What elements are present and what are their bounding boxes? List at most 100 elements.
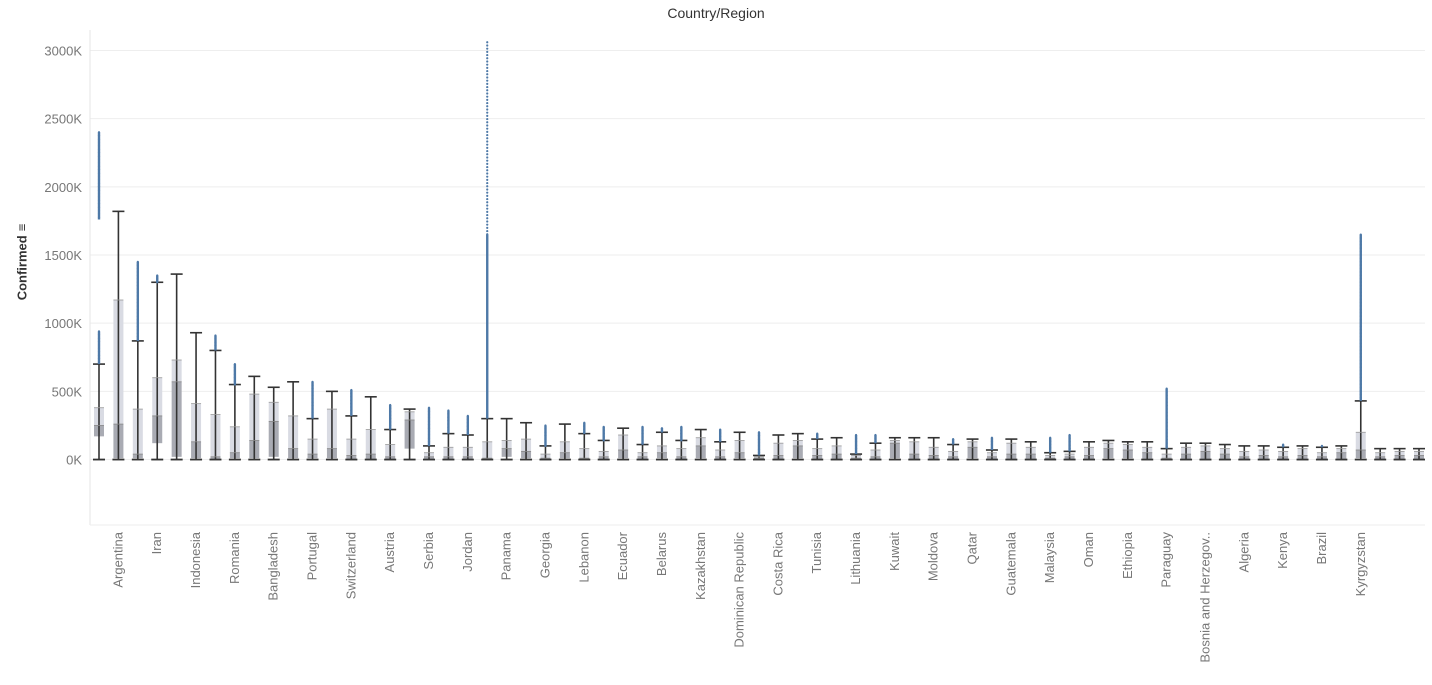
box-group	[850, 433, 863, 461]
outlier-point	[97, 350, 101, 353]
outlier-point	[757, 434, 761, 437]
outlier-point	[1049, 443, 1052, 446]
outlier-point	[136, 291, 139, 294]
outlier-point	[1165, 397, 1168, 400]
outlier-point	[486, 124, 489, 127]
box-group	[1218, 443, 1231, 461]
box-group	[753, 431, 765, 461]
box-group	[1393, 447, 1406, 461]
outlier-point	[136, 332, 139, 335]
outlier-point	[427, 437, 431, 440]
outlier-point	[602, 435, 605, 439]
outlier-point	[97, 148, 101, 151]
outlier-point	[447, 412, 450, 415]
outlier-point	[97, 205, 101, 209]
outlier-point	[1165, 428, 1168, 431]
outlier-point	[427, 416, 431, 420]
outlier-point	[486, 114, 489, 117]
outlier-point	[447, 426, 450, 429]
box-group	[384, 403, 397, 461]
box-group	[558, 423, 571, 461]
box-group	[228, 362, 241, 461]
box-group	[442, 409, 455, 461]
outlier-point	[136, 338, 139, 342]
outlier-point	[641, 439, 644, 442]
outlier-point	[486, 156, 489, 159]
outlier-point	[233, 376, 236, 379]
x-axis: Argentina Iran Indonesia Romania Bangladesh P…	[90, 524, 1425, 663]
outlier-point	[486, 85, 489, 89]
outlier-point	[97, 154, 101, 158]
outlier-point	[602, 439, 605, 442]
outlier-point	[97, 357, 101, 360]
box-group	[947, 437, 960, 461]
outlier-point	[719, 431, 722, 435]
outlier-point	[486, 101, 489, 105]
outlier-point	[97, 131, 101, 134]
box-group	[908, 436, 921, 461]
outlier-point	[486, 201, 489, 204]
box-group	[481, 41, 494, 461]
outlier-point	[486, 82, 489, 85]
outlier-point	[1165, 418, 1168, 421]
outlier-point	[350, 409, 353, 412]
outlier-point	[136, 277, 139, 280]
box-group	[636, 425, 649, 461]
outlier-point	[97, 216, 101, 219]
box-group	[93, 131, 105, 461]
outlier-point	[874, 437, 877, 440]
outlier-point	[311, 407, 314, 411]
outlier-point	[97, 185, 101, 188]
outlier-point	[486, 47, 489, 50]
box-group	[1238, 445, 1251, 461]
outlier-point	[486, 98, 489, 101]
outlier-point	[602, 425, 605, 428]
y-tick-label: 0K	[66, 453, 82, 468]
x-tick-label: Jordan	[460, 532, 475, 572]
outlier-point	[757, 441, 761, 444]
outlier-point	[1359, 366, 1362, 369]
box-group	[306, 380, 319, 461]
outlier-point	[136, 274, 139, 277]
outlier-point	[486, 194, 489, 197]
outlier-point	[1165, 401, 1168, 404]
outlier-point	[311, 404, 314, 407]
box-group	[1257, 445, 1270, 461]
outlier-point	[1165, 404, 1168, 407]
outlier-point	[583, 428, 586, 431]
outlier-point	[486, 213, 489, 217]
box-group	[112, 210, 125, 461]
x-tick-label: Serbia	[421, 531, 436, 569]
outlier-point	[486, 185, 489, 188]
outlier-point	[1359, 298, 1362, 301]
outlier-point	[97, 333, 101, 336]
outlier-point	[350, 395, 353, 398]
box-group	[131, 260, 144, 461]
outlier-point	[990, 446, 994, 450]
outlier-point	[97, 340, 101, 343]
outlier-point	[389, 424, 392, 427]
outlier-point	[1049, 446, 1052, 450]
outlier-point	[486, 95, 489, 98]
outlier-point	[311, 414, 314, 417]
outlier-point	[97, 347, 101, 350]
outlier-point	[486, 178, 489, 181]
outlier-point	[583, 425, 586, 428]
outlier-point	[1359, 362, 1362, 365]
outlier-point	[1359, 321, 1362, 325]
outlier-point	[854, 447, 858, 450]
outlier-point	[311, 411, 314, 414]
box-group	[966, 438, 979, 461]
box-group	[1335, 445, 1348, 461]
outlier-point	[486, 69, 489, 73]
outlier-point	[952, 441, 955, 444]
outlier-point	[1359, 315, 1362, 318]
outlier-point	[427, 410, 431, 413]
box-group	[1102, 439, 1115, 461]
outlier-point	[97, 212, 101, 215]
outlier-point	[136, 284, 139, 287]
outlier-point	[544, 434, 547, 437]
outlier-point	[97, 188, 101, 192]
box-group	[1141, 441, 1154, 461]
box-group	[1354, 233, 1367, 461]
